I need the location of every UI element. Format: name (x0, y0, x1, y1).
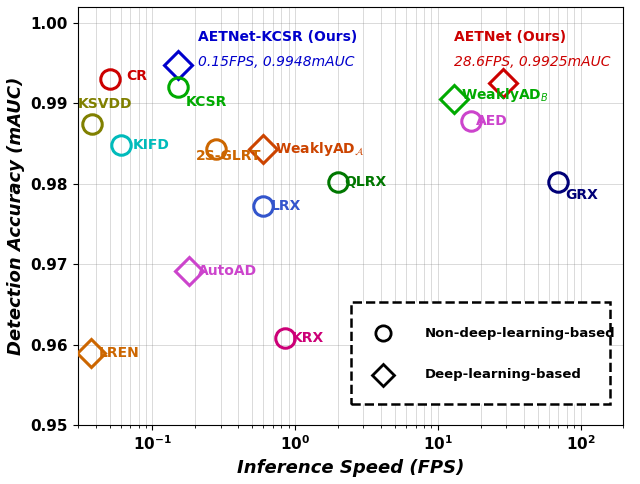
Text: AETNet-KCSR (Ours): AETNet-KCSR (Ours) (198, 30, 358, 44)
Text: AETNet (Ours): AETNet (Ours) (454, 30, 566, 44)
Text: KSVDD: KSVDD (78, 97, 132, 111)
Text: GRX: GRX (565, 188, 598, 202)
Text: WeaklyAD$_\mathcal{A}$: WeaklyAD$_\mathcal{A}$ (275, 140, 364, 158)
X-axis label: Inference Speed (FPS): Inference Speed (FPS) (237, 459, 465, 477)
Text: KCSR: KCSR (186, 95, 227, 109)
Text: KIFD: KIFD (133, 138, 170, 152)
Text: Non-deep-learning-based: Non-deep-learning-based (424, 327, 615, 340)
Text: Deep-learning-based: Deep-learning-based (424, 368, 581, 381)
Text: 0.15FPS, 0.9948mAUC: 0.15FPS, 0.9948mAUC (198, 55, 355, 69)
Text: AED: AED (476, 114, 508, 128)
Text: AutoAD: AutoAD (198, 264, 257, 278)
Text: 28.6FPS, 0.9925mAUC: 28.6FPS, 0.9925mAUC (454, 55, 611, 69)
Text: KRX: KRX (292, 331, 324, 345)
Text: LREN: LREN (99, 346, 140, 360)
Text: QLRX: QLRX (344, 175, 387, 189)
Text: LRX: LRX (271, 199, 301, 213)
Text: WeaklyAD$_\mathit{B}$: WeaklyAD$_\mathit{B}$ (461, 87, 548, 105)
FancyBboxPatch shape (351, 302, 610, 404)
Text: CR: CR (126, 69, 147, 83)
Y-axis label: Detection Accuracy (mAUC): Detection Accuracy (mAUC) (7, 77, 25, 355)
Text: 2S-GLRT: 2S-GLRT (195, 149, 261, 163)
